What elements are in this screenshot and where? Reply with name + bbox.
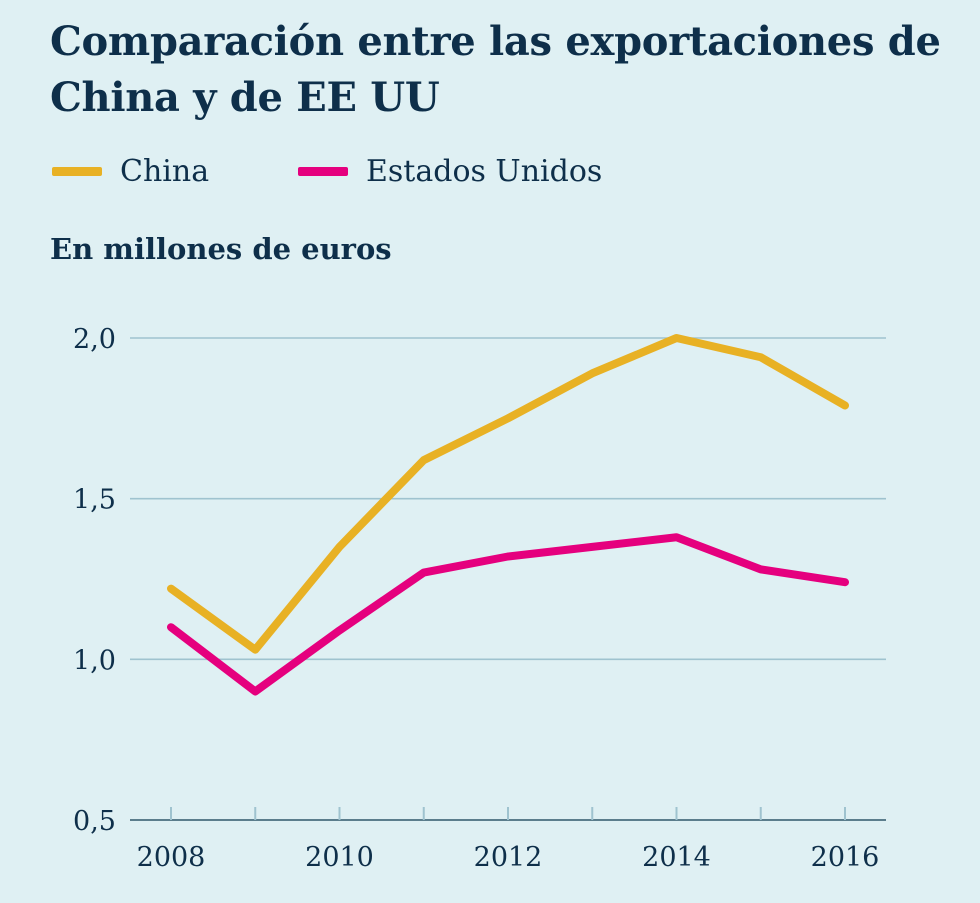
gridlines: [130, 337, 886, 661]
x-tick-label: 2008: [137, 842, 206, 873]
x-axis: [130, 807, 886, 821]
x-tick-label: 2014: [642, 842, 711, 873]
x-axis-labels: 2008 2010 2012 2014 2016: [137, 842, 880, 873]
y-tick-label: 1,0: [73, 645, 116, 676]
legend-label-estados-unidos: Estados Unidos: [366, 153, 603, 189]
x-tick-label: 2012: [474, 842, 543, 873]
series-lines: [167, 334, 849, 696]
legend-item-estados-unidos: Estados Unidos: [298, 150, 602, 192]
series-line-estados-unidos: [167, 533, 849, 696]
x-tick-label: 2010: [305, 842, 374, 873]
y-tick-label: 1,5: [73, 485, 116, 516]
series-line-china: [167, 334, 849, 654]
y-axis-labels: 0,5 1,0 1,5 2,0: [73, 324, 116, 837]
y-tick-label: 2,0: [73, 324, 116, 355]
chart-subtitle: En millones de euros: [50, 232, 392, 266]
legend-label-china: China: [120, 153, 210, 189]
legend-swatch-estados-unidos: [298, 166, 348, 176]
chart-title: Comparación entre las exportaciones de C…: [50, 18, 941, 121]
legend-item-china: China: [52, 150, 209, 192]
y-tick-label: 0,5: [73, 806, 116, 837]
x-tick-label: 2016: [811, 842, 880, 873]
legend-swatch-china: [52, 166, 102, 176]
